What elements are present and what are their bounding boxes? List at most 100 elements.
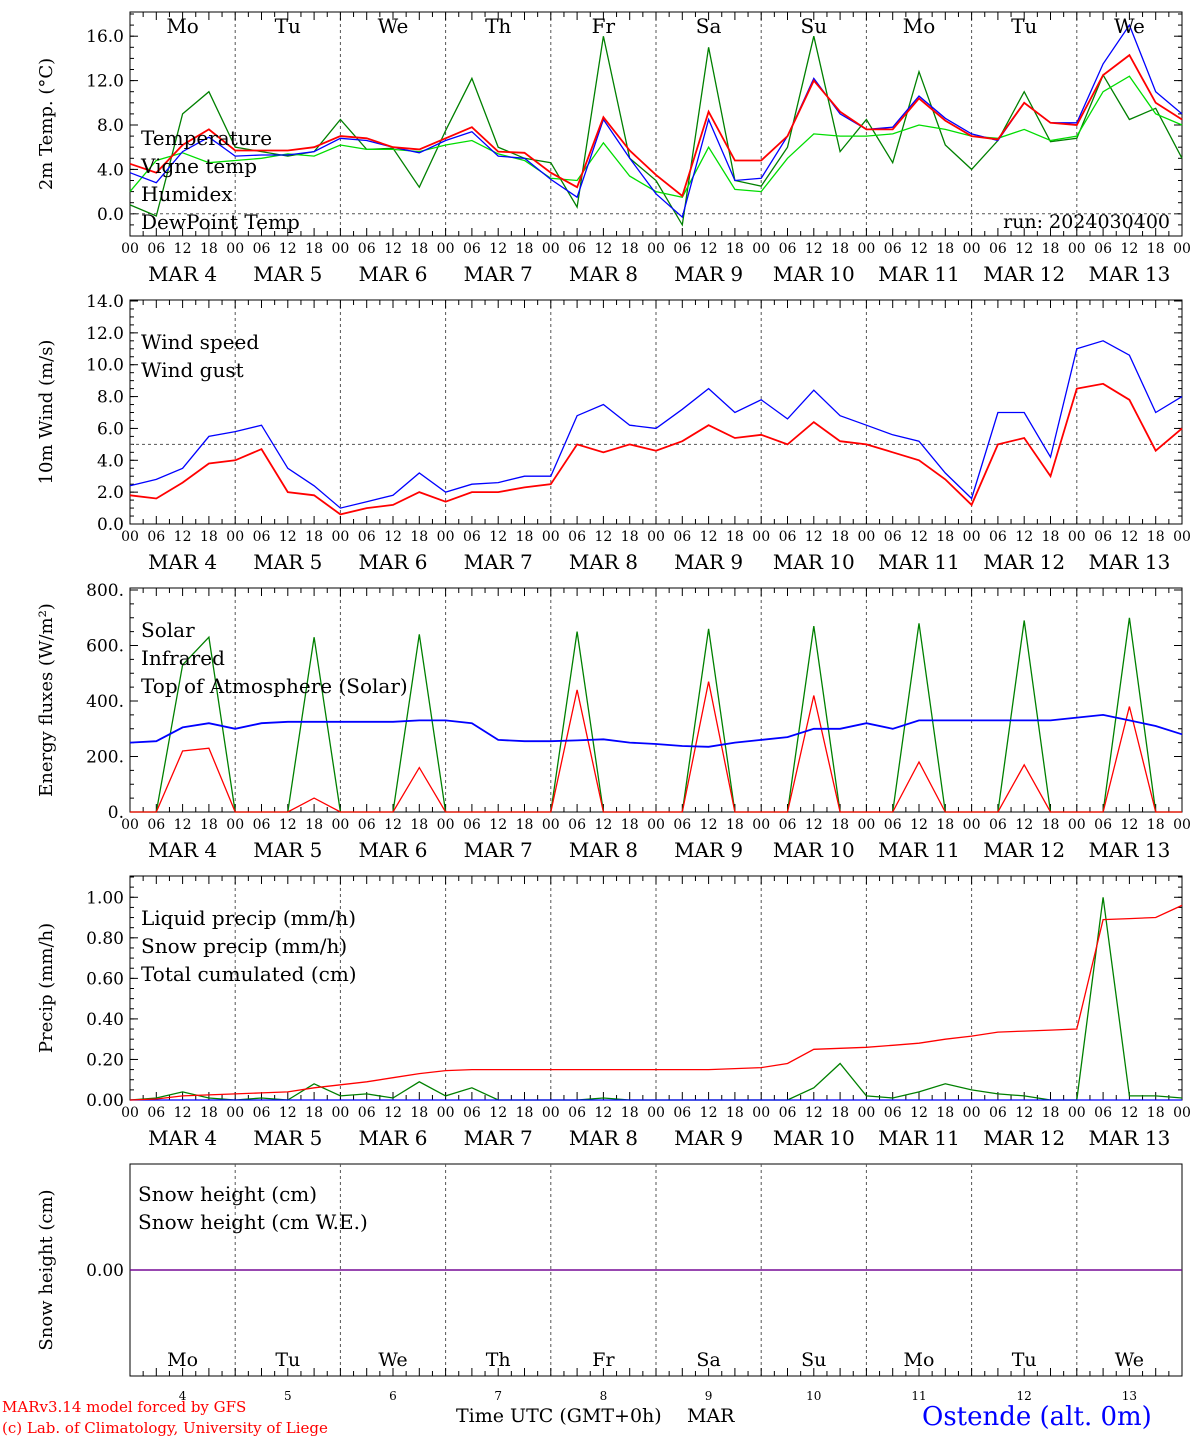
series-solar <box>130 681 1182 813</box>
hour-label: 06 <box>884 817 902 833</box>
hour-label: 06 <box>1094 241 1112 257</box>
hour-label: 06 <box>358 529 376 545</box>
y-tick-label: 16.0 <box>86 27 124 47</box>
hour-label: 12 <box>700 241 718 257</box>
hour-label: 18 <box>410 241 428 257</box>
hour-label: 00 <box>752 817 770 833</box>
hour-label: 12 <box>489 529 507 545</box>
hour-label: 18 <box>410 817 428 833</box>
hour-label: 00 <box>437 1105 455 1121</box>
y-tick-label: 1.00 <box>86 888 124 908</box>
date-label: MAR 4 <box>148 262 217 286</box>
hour-label: 06 <box>463 1105 481 1121</box>
date-label: MAR 11 <box>878 838 960 862</box>
hour-label: 18 <box>305 1105 323 1121</box>
y-tick-label: 8.0 <box>97 116 124 136</box>
y-tick-label: 0.60 <box>86 969 124 989</box>
hour-label: 18 <box>1042 241 1060 257</box>
series-wind-gust <box>129 340 1183 509</box>
date-label: MAR 4 <box>148 550 217 574</box>
hour-label: 06 <box>147 241 165 257</box>
day-number: 6 <box>389 1389 397 1403</box>
hour-label: 06 <box>253 817 271 833</box>
date-label: MAR 9 <box>674 838 743 862</box>
weekday-label: Mo <box>167 1349 198 1371</box>
hour-label: 18 <box>200 241 218 257</box>
date-label: MAR 12 <box>983 838 1065 862</box>
day-number: 9 <box>705 1389 713 1403</box>
hour-label: 00 <box>857 817 875 833</box>
y-tick-label: 2.0 <box>97 483 124 503</box>
hour-label: 06 <box>253 1105 271 1121</box>
hour-label: 12 <box>279 1105 297 1121</box>
hour-label: 00 <box>121 817 139 833</box>
series-infrared <box>129 713 1183 748</box>
hour-label: 18 <box>621 1105 639 1121</box>
hour-label: 18 <box>726 1105 744 1121</box>
model-credit-line2: (c) Lab. of Climatology, University of L… <box>2 1419 328 1437</box>
hour-label: 18 <box>1147 241 1165 257</box>
hour-label: 06 <box>358 241 376 257</box>
hour-label: 12 <box>1120 241 1138 257</box>
hour-label: 18 <box>410 529 428 545</box>
y-axis-label: 10m Wind (m/s) <box>36 340 57 485</box>
weekday-label: Mo <box>166 14 199 38</box>
panel-5 <box>129 1163 1183 1377</box>
date-label: MAR 9 <box>674 550 743 574</box>
date-label: MAR 7 <box>464 550 533 574</box>
y-axis-label: Snow height (cm) <box>36 1189 57 1350</box>
hour-label: 12 <box>279 241 297 257</box>
hour-label: 18 <box>621 529 639 545</box>
hour-label: 18 <box>936 1105 954 1121</box>
hour-label: 12 <box>805 1105 823 1121</box>
date-label: MAR 12 <box>983 262 1065 286</box>
legend-entry: Snow precip (mm/h) <box>141 934 347 958</box>
hour-label: 18 <box>516 817 534 833</box>
day-number: 4 <box>179 1389 187 1403</box>
hour-label: 00 <box>1173 817 1191 833</box>
legend-entry: Snow height (cm W.E.) <box>138 1210 368 1234</box>
panel-4 <box>129 875 1183 1101</box>
day-number: 10 <box>806 1389 821 1403</box>
legend-entry: Wind speed <box>141 330 259 354</box>
hour-label: 00 <box>226 241 244 257</box>
hour-label: 18 <box>621 817 639 833</box>
weekday-label: Tu <box>1011 14 1037 38</box>
day-number: 7 <box>494 1389 502 1403</box>
panel-1 <box>129 11 1183 237</box>
hour-label: 00 <box>752 529 770 545</box>
hour-label: 12 <box>910 241 928 257</box>
date-label: MAR 9 <box>674 262 743 286</box>
date-label: MAR 5 <box>253 262 322 286</box>
hour-label: 06 <box>568 817 586 833</box>
legend-entry: Solar <box>141 618 195 642</box>
hour-label: 12 <box>1015 241 1033 257</box>
weekday-label: Tu <box>275 1349 300 1371</box>
y-tick-label: 14.0 <box>86 292 124 312</box>
date-label: MAR 8 <box>569 550 638 574</box>
hour-label: 18 <box>200 1105 218 1121</box>
date-label: MAR 6 <box>358 262 427 286</box>
station-name: Ostende (alt. 0m) <box>922 1402 1152 1432</box>
hour-label: 06 <box>1094 817 1112 833</box>
hour-label: 00 <box>1068 1105 1086 1121</box>
hour-label: 18 <box>936 241 954 257</box>
date-label: MAR 7 <box>464 262 533 286</box>
day-number: 11 <box>911 1389 926 1403</box>
hour-label: 18 <box>1147 529 1165 545</box>
hour-label: 18 <box>1042 529 1060 545</box>
hour-label: 06 <box>989 241 1007 257</box>
hour-label: 00 <box>331 529 349 545</box>
hour-label: 12 <box>489 817 507 833</box>
hour-label: 18 <box>831 529 849 545</box>
hour-label: 06 <box>147 529 165 545</box>
hour-label: 18 <box>1042 817 1060 833</box>
legend-entry: Temperature <box>141 126 272 150</box>
hour-label: 06 <box>884 241 902 257</box>
weekday-label: Th <box>486 1349 511 1371</box>
hour-label: 06 <box>884 529 902 545</box>
y-tick-label: 0.0 <box>97 515 124 535</box>
day-number: 8 <box>600 1389 608 1403</box>
hour-label: 00 <box>857 529 875 545</box>
hour-label: 00 <box>857 241 875 257</box>
